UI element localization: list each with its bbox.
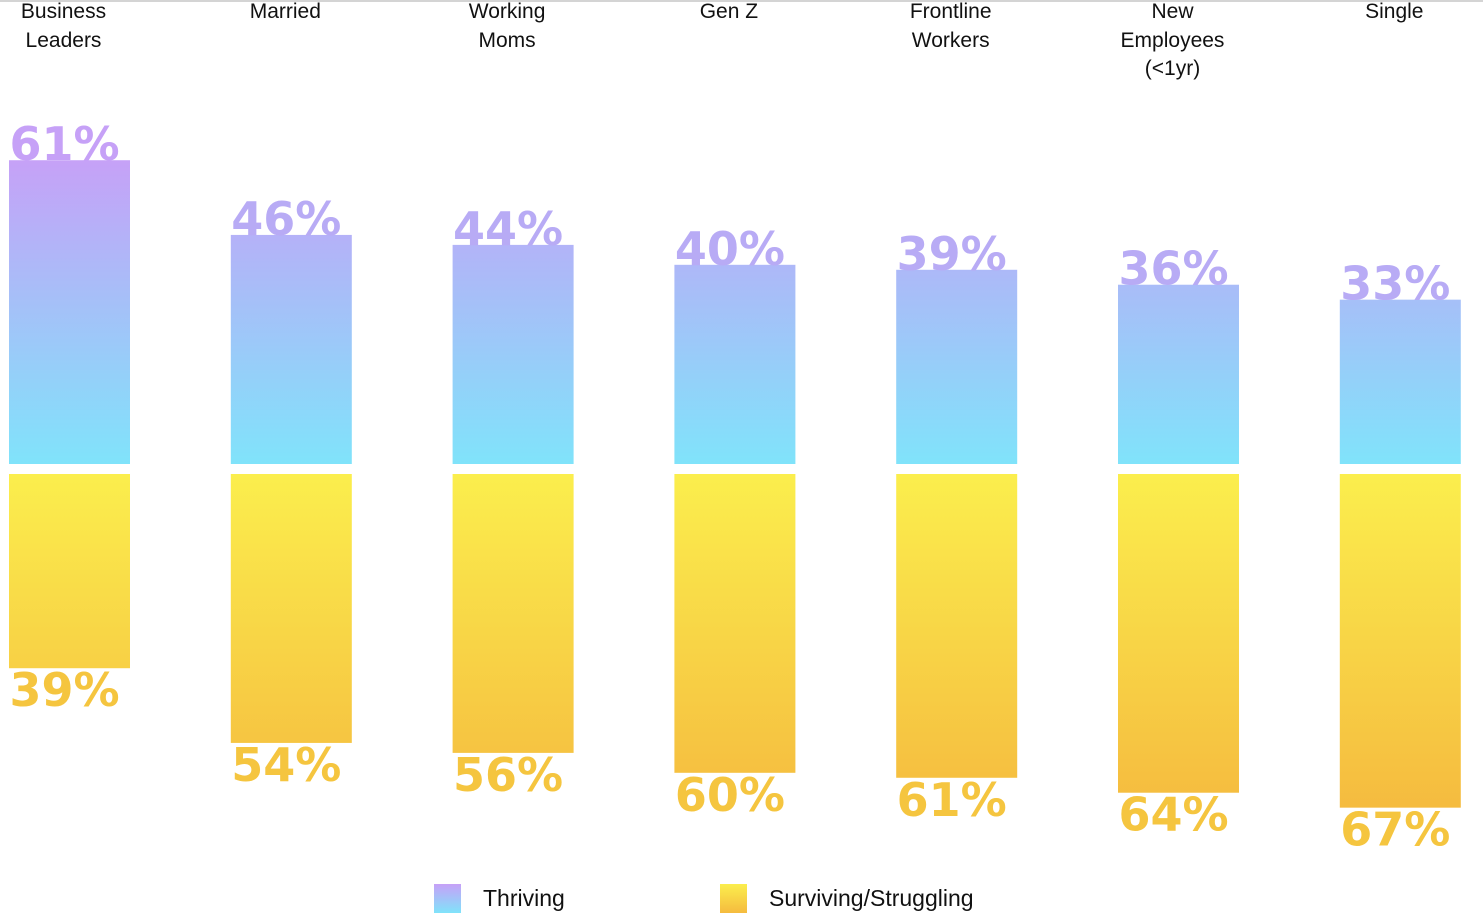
- legend-label-thriving: Thriving: [483, 885, 565, 911]
- data-label-surviving-working-moms: 56%: [453, 748, 563, 802]
- data-label-surviving-single: 67%: [1340, 803, 1450, 857]
- data-label-thriving-gen-z: 40%: [675, 222, 785, 276]
- bar-surviving-new-employees-1yr: [1118, 474, 1239, 793]
- bar-thriving-working-moms: [452, 244, 574, 464]
- bar-thriving-single: [1339, 299, 1461, 464]
- legend-thriving: Thriving: [434, 884, 565, 913]
- category-label-business-leaders: Business Leaders: [20, 0, 107, 52]
- bar-thriving-business-leaders: [9, 160, 130, 464]
- data-label-thriving-frontline-workers: 39%: [897, 227, 1007, 281]
- category-label-new-employees-1yr: New Employees (<1yr): [1120, 0, 1225, 80]
- bar-thriving-married: [230, 234, 352, 464]
- bar-surviving-business-leaders: [9, 474, 130, 669]
- bar-thriving-gen-z: [674, 264, 796, 464]
- bar-surviving-married: [230, 474, 352, 743]
- category-label-married: Married: [249, 0, 321, 23]
- data-label-surviving-frontline-workers: 61%: [897, 773, 1007, 827]
- bar-thriving-new-employees-1yr: [1118, 284, 1239, 464]
- bar-thriving-frontline-workers: [896, 269, 1018, 464]
- data-label-thriving-working-moms: 44%: [453, 202, 563, 256]
- data-label-surviving-gen-z: 60%: [675, 768, 785, 822]
- category-label-gen-z: Gen Z: [699, 0, 759, 23]
- bar-surviving-frontline-workers: [896, 474, 1018, 778]
- legend-swatch-thriving: [434, 884, 461, 913]
- data-label-thriving-business-leaders: 61%: [9, 117, 119, 171]
- bar-surviving-single: [1339, 474, 1461, 808]
- legend-label-surviving: Surviving/Struggling: [769, 885, 974, 911]
- data-label-surviving-married: 54%: [231, 738, 341, 792]
- data-label-surviving-business-leaders: 39%: [9, 663, 119, 717]
- category-label-single: Single: [1365, 0, 1424, 23]
- data-label-thriving-new-employees-1yr: 36%: [1118, 242, 1228, 296]
- data-label-thriving-married: 46%: [231, 192, 341, 246]
- legend-surviving: Surviving/Struggling: [720, 884, 974, 913]
- legend-swatch-surviving: [720, 884, 747, 913]
- category-label-working-moms: Working Moms: [468, 0, 546, 52]
- category-label-frontline-workers: Frontline Workers: [909, 0, 992, 52]
- data-label-surviving-new-employees-1yr: 64%: [1118, 788, 1228, 842]
- top-border: [0, 0, 1483, 2]
- data-label-thriving-single: 33%: [1340, 257, 1450, 311]
- bar-surviving-working-moms: [452, 474, 574, 753]
- bar-surviving-gen-z: [674, 474, 796, 773]
